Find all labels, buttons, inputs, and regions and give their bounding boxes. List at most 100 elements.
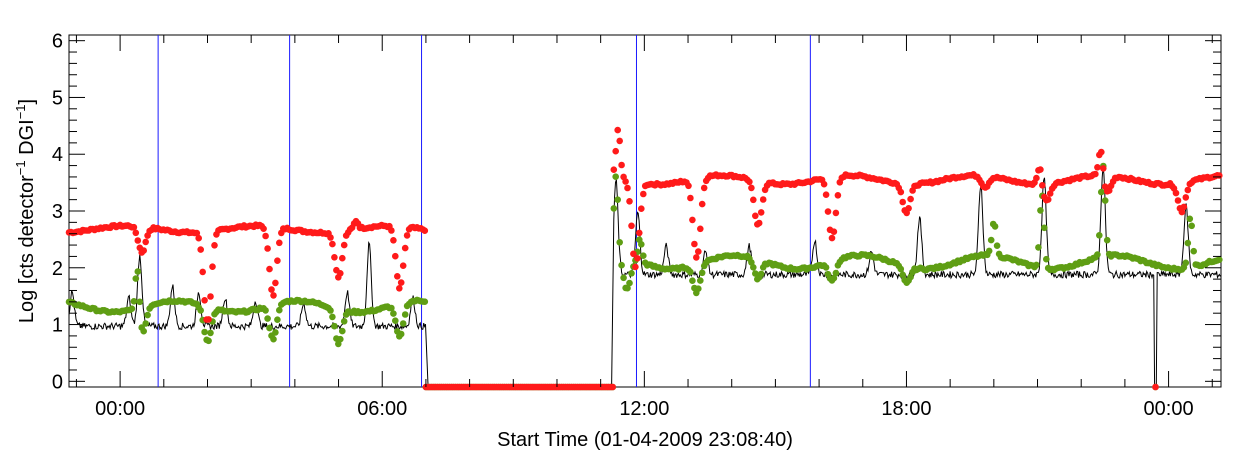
red-data-point [834, 192, 842, 199]
y-axis-label-part-a: Log [cts detector [16, 175, 38, 323]
red-data-point [1182, 194, 1190, 201]
green-data-point [142, 320, 149, 327]
red-data-point [396, 285, 403, 292]
y-tick-label-0: 0 [52, 371, 63, 393]
green-data-point [698, 269, 706, 277]
y-axis-label-part-c: ] [16, 99, 38, 105]
red-data-point [394, 273, 401, 280]
green-data-point [1190, 247, 1197, 255]
series-green [65, 162, 1223, 391]
green-data-point [1094, 251, 1101, 258]
series-red [65, 126, 1223, 391]
green-data-point [1098, 188, 1105, 196]
red-gap-point [609, 383, 616, 391]
green-data-point [136, 298, 144, 306]
red-data-point [201, 297, 208, 304]
x-axis-label: Start Time (01-04-2009 23:08:40) [497, 429, 793, 451]
red-dropout-point [1152, 383, 1159, 391]
y-tick-label-3: 3 [52, 201, 63, 223]
green-data-point [1186, 215, 1194, 223]
red-data-point [331, 253, 338, 261]
red-data-point [134, 237, 142, 244]
red-data-point [638, 205, 645, 212]
red-data-point [193, 229, 201, 237]
red-data-point [820, 180, 828, 188]
red-data-point [750, 196, 757, 204]
red-data-point [618, 161, 625, 169]
green-data-point [388, 304, 395, 312]
green-data-point [128, 305, 136, 313]
red-data-point [1184, 186, 1192, 194]
red-data-point [612, 147, 619, 155]
green-data-point [897, 265, 905, 273]
y-tick-label-1: 1 [52, 315, 63, 337]
red-data-point [624, 184, 631, 192]
red-data-point [828, 234, 836, 242]
red-data-point [1172, 189, 1180, 197]
red-data-point [822, 191, 830, 198]
green-data-point [612, 173, 619, 180]
x-tick-label-1: 06:00 [357, 398, 407, 420]
green-data-point [618, 261, 625, 269]
green-data-point [1101, 197, 1109, 204]
red-data-point [636, 229, 643, 237]
green-data-point [1188, 222, 1195, 230]
red-data-point [207, 293, 214, 300]
green-data-point [640, 252, 647, 259]
red-data-point [397, 279, 405, 286]
green-data-point [201, 328, 208, 336]
green-data-point [624, 284, 631, 292]
green-data-point [392, 317, 399, 325]
red-data-point [199, 268, 206, 276]
red-data-point [755, 219, 763, 227]
red-data-point [266, 265, 273, 273]
green-data-point [132, 275, 140, 282]
green-data-point [1184, 239, 1192, 247]
red-data-point [1174, 197, 1182, 204]
y-tick-label-5: 5 [52, 87, 63, 109]
red-data-point [897, 188, 905, 196]
red-data-point [401, 244, 409, 252]
y-tick-label-4: 4 [52, 144, 63, 166]
green-data-point [197, 307, 204, 314]
green-data-point [276, 306, 283, 314]
red-data-point [337, 270, 344, 277]
red-data-point [1092, 170, 1099, 178]
red-data-point [390, 237, 397, 244]
red-data-point [340, 241, 348, 249]
red-data-point [421, 227, 429, 234]
red-data-point [392, 252, 399, 260]
red-data-point [403, 232, 411, 239]
red-data-point [687, 194, 694, 202]
green-data-point [695, 285, 702, 293]
red-data-point [1100, 165, 1107, 172]
red-data-point [262, 232, 269, 240]
green-data-point [140, 327, 147, 335]
red-data-point [640, 190, 647, 198]
plot-frame [68, 34, 1222, 388]
red-data-point [685, 182, 692, 190]
red-data-point [907, 195, 914, 203]
red-data-point [1180, 203, 1188, 211]
green-data-point [390, 310, 397, 317]
red-data-point [830, 228, 838, 235]
red-data-point [691, 240, 698, 248]
red-data-point [697, 225, 704, 233]
red-data-point [339, 254, 346, 262]
red-data-point [757, 209, 765, 216]
green-data-point [993, 242, 1001, 249]
green-data-point [144, 311, 151, 319]
red-data-point [698, 200, 706, 208]
red-data-point [630, 250, 637, 258]
green-data-point [616, 239, 623, 246]
x-tick-label-2: 12:00 [619, 398, 669, 420]
y-axis-label: Log [cts detector−1 DGI−1] [13, 99, 38, 323]
green-data-point [1216, 256, 1223, 264]
red-data-point [746, 178, 753, 186]
x-tick-label-0: 00:00 [95, 398, 145, 420]
red-data-point [1094, 164, 1101, 171]
red-data-point [1037, 166, 1044, 173]
red-data-point [899, 198, 906, 206]
x-tick-label-4: 00:00 [1144, 398, 1194, 420]
